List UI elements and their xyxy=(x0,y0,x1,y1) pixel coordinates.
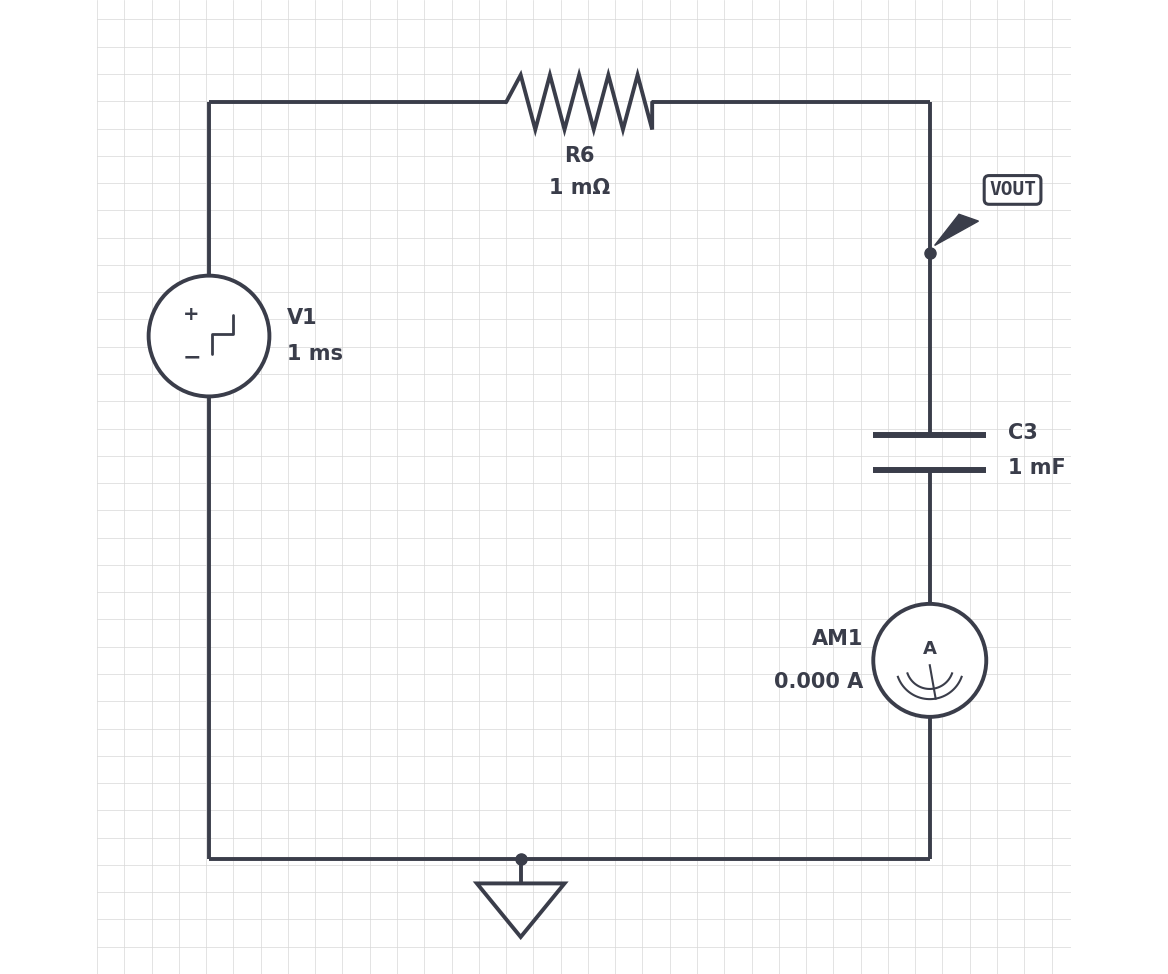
Text: VOUT: VOUT xyxy=(989,180,1036,200)
Text: −: − xyxy=(182,348,201,367)
Text: +: + xyxy=(183,305,200,324)
Text: 1 ms: 1 ms xyxy=(287,344,343,363)
Text: R6: R6 xyxy=(564,146,595,167)
Polygon shape xyxy=(934,214,979,245)
Text: V1: V1 xyxy=(287,309,318,328)
Text: 0.000 A: 0.000 A xyxy=(774,672,863,692)
Text: AM1: AM1 xyxy=(812,629,863,649)
Text: 1 mF: 1 mF xyxy=(1008,458,1065,477)
Circle shape xyxy=(148,276,270,396)
Text: C3: C3 xyxy=(1008,424,1037,443)
Circle shape xyxy=(874,604,986,717)
Text: 1 mΩ: 1 mΩ xyxy=(549,178,610,199)
Text: A: A xyxy=(923,640,937,657)
